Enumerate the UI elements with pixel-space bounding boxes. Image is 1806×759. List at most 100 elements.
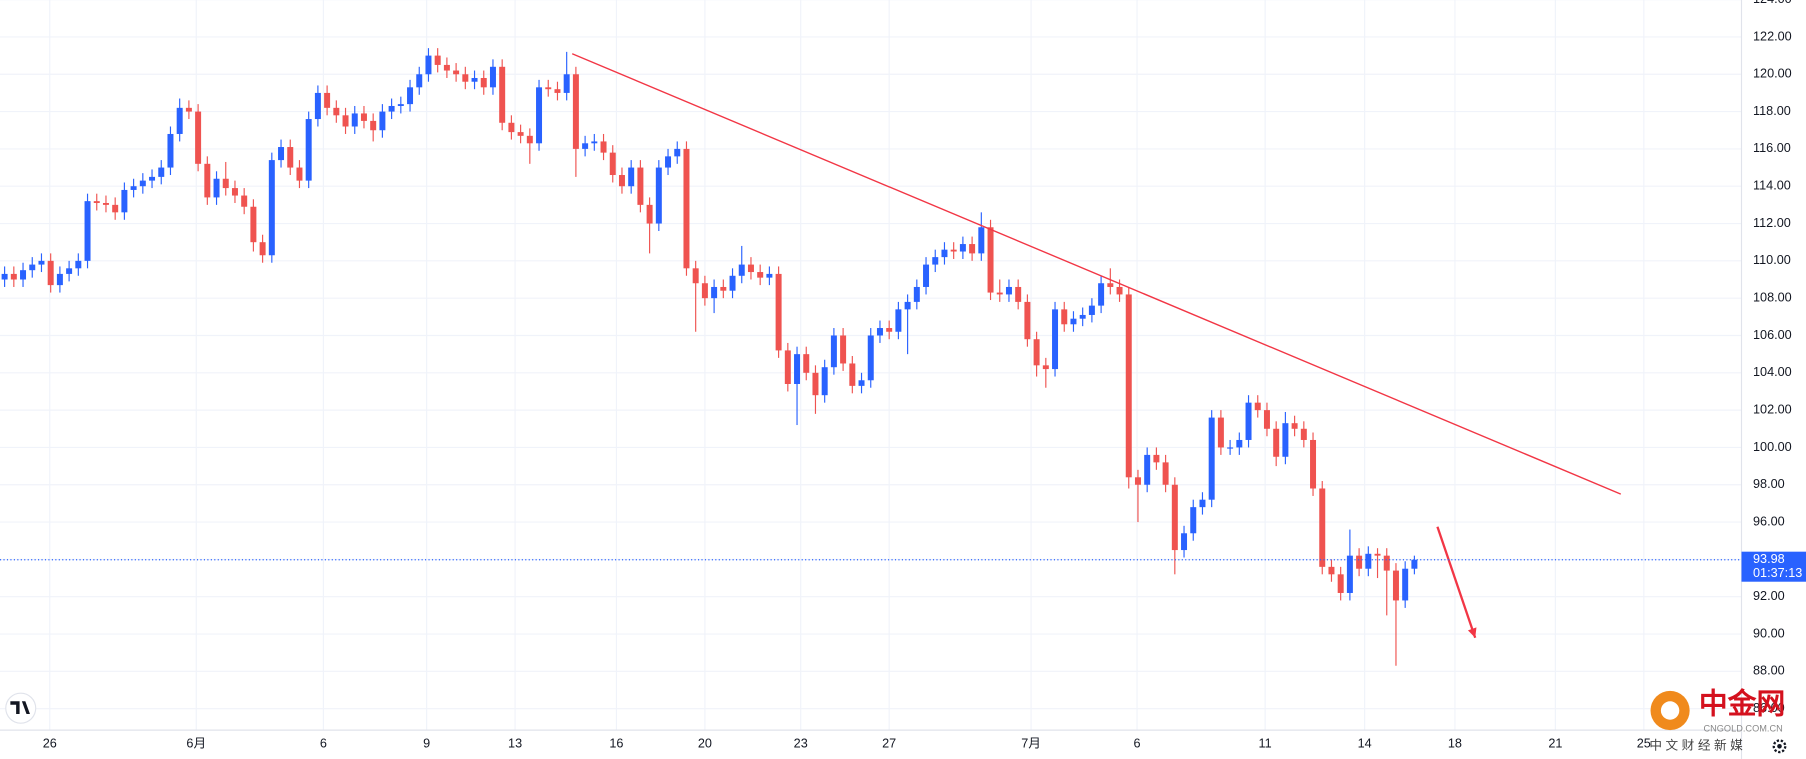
candle-body — [1227, 447, 1234, 449]
candle-body — [1319, 488, 1326, 567]
candle-body — [1236, 439, 1243, 448]
candle-body — [1153, 454, 1160, 463]
grid-layer — [0, 0, 1742, 731]
x-tick-label: 18 — [1448, 736, 1462, 750]
candle-body — [711, 286, 718, 299]
x-tick-label: 20 — [698, 736, 712, 750]
candle-body — [489, 66, 496, 88]
x-tick-label: 14 — [1358, 736, 1372, 750]
candle-body — [628, 167, 635, 187]
candle-body — [29, 264, 36, 271]
candle-body — [388, 105, 395, 112]
candle-body — [978, 227, 985, 254]
candle-body — [757, 272, 764, 278]
candle-body — [775, 273, 782, 351]
candle-body — [1162, 462, 1169, 485]
y-tick-label: 88.00 — [1753, 664, 1785, 678]
y-tick-label: 90.00 — [1753, 626, 1785, 640]
candle-body — [231, 188, 238, 196]
candle-body — [1245, 402, 1252, 440]
x-tick-label: 6 — [1134, 736, 1141, 750]
candle-body — [1383, 555, 1390, 571]
candle-body — [1263, 410, 1270, 429]
candle-body — [701, 283, 708, 299]
candle-body — [158, 167, 165, 177]
candle-body — [572, 74, 579, 149]
candle-body — [379, 111, 386, 131]
candle-body — [646, 204, 653, 224]
x-tick-label: 9 — [423, 736, 430, 750]
candle-body — [305, 119, 312, 181]
y-tick-label: 110.00 — [1753, 253, 1791, 267]
candle-body — [655, 167, 662, 224]
candle-body — [849, 363, 856, 386]
x-tick-label: 6月 — [186, 736, 206, 750]
price-label-box — [1741, 551, 1806, 582]
candle-body — [149, 176, 156, 181]
candle-body — [167, 133, 174, 168]
candle-body — [499, 66, 506, 123]
candle-body — [278, 147, 285, 161]
candle-body — [803, 354, 810, 373]
candle-body — [1125, 294, 1132, 478]
candle-body — [1365, 553, 1372, 569]
candle-body — [20, 270, 27, 280]
candle-body — [747, 264, 754, 273]
candle-body — [204, 163, 211, 198]
candle-body — [1061, 309, 1068, 325]
marks-layer — [0, 48, 1742, 666]
candle-body — [545, 87, 552, 90]
y-tick-label: 122.00 — [1753, 29, 1792, 43]
arrow-line — [1436, 526, 1477, 639]
candle-body — [913, 286, 920, 302]
candle-body — [1310, 439, 1317, 489]
candle-body — [434, 55, 441, 65]
price-label: 93.98 — [1753, 552, 1785, 566]
candle-body — [600, 141, 607, 153]
candle-body — [314, 92, 321, 120]
candle-body — [102, 203, 109, 205]
candle-body — [1015, 286, 1022, 302]
watermark-site: CNGOLD.COM.CN — [1703, 723, 1782, 733]
candle-body — [674, 148, 681, 157]
candle-body — [886, 328, 893, 332]
candle-body — [351, 113, 358, 127]
candle-body — [517, 132, 524, 136]
candle-body — [867, 335, 874, 381]
x-tick-label: 25 — [1637, 736, 1651, 750]
y-tick-label: 120.00 — [1753, 67, 1792, 81]
candle-body — [1328, 566, 1335, 575]
candle-body — [1282, 423, 1289, 457]
candle-body — [66, 268, 73, 274]
candle-body — [1181, 533, 1188, 551]
candle-body — [121, 189, 128, 213]
candle-body — [665, 156, 672, 168]
x-tick-label: 6 — [320, 736, 327, 750]
candle-body — [941, 249, 948, 258]
arrow-head — [1467, 627, 1477, 638]
candle-body — [407, 87, 414, 105]
candle-body — [1411, 559, 1418, 569]
candle-body — [554, 89, 561, 93]
candle-body — [241, 195, 248, 207]
candle-body — [93, 201, 100, 204]
candle-body — [618, 175, 625, 187]
y-tick-label: 124.00 — [1753, 0, 1792, 6]
candle-body — [987, 227, 994, 293]
candle-body — [996, 292, 1003, 295]
x-tick-label: 23 — [794, 736, 808, 750]
candle-body — [342, 115, 349, 127]
countdown-label: 01:37:13 — [1753, 566, 1802, 580]
candle-body — [1392, 570, 1399, 601]
candle-body — [950, 249, 957, 252]
candle-body — [333, 107, 340, 116]
candle-body — [1208, 417, 1215, 500]
candle-body — [324, 92, 331, 108]
candle-body — [38, 260, 45, 265]
watermark: 中金网 CNGOLD.COM.CN 中 文 财 经 新 媒 — [1649, 687, 1785, 752]
candle-body — [443, 64, 450, 71]
axes-layer: 86.0088.0090.0092.0094.0096.0098.00100.0… — [43, 0, 1806, 750]
settings-icon[interactable] — [1772, 739, 1787, 754]
candle-body — [1254, 402, 1261, 411]
